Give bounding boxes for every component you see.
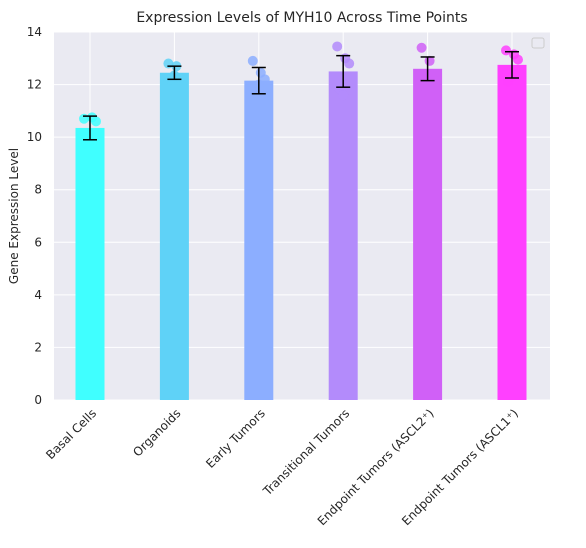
y-tick-label: 14 xyxy=(27,25,42,39)
bars xyxy=(75,64,527,401)
x-tick-labels: Basal Cells Organoids Early TumorsTransiti… xyxy=(43,406,521,528)
data-point xyxy=(416,42,427,53)
data-point xyxy=(501,45,511,56)
y-tick-label: 0 xyxy=(34,393,42,407)
y-tick-label: 8 xyxy=(34,183,42,197)
data-point xyxy=(422,84,433,95)
data-point xyxy=(513,54,523,65)
plot-area xyxy=(54,32,550,400)
y-axis-label: Gene Expression Level xyxy=(7,148,21,284)
bar xyxy=(75,127,105,400)
data-point xyxy=(332,41,343,52)
data-point xyxy=(344,58,355,69)
bar xyxy=(413,68,443,401)
bar xyxy=(244,80,274,400)
y-tick-label: 4 xyxy=(34,288,42,302)
data-point xyxy=(91,116,101,127)
y-tick-label: 12 xyxy=(27,78,42,92)
bar xyxy=(159,72,189,400)
points xyxy=(79,41,523,149)
y-tick-label: 6 xyxy=(34,235,42,249)
legend-box xyxy=(531,37,545,49)
data-point xyxy=(338,90,349,101)
data-point xyxy=(247,55,258,66)
y-tick-labels: 0 2 4 6 8 10 12 14 xyxy=(27,25,42,407)
x-tick-label: Organoids xyxy=(130,406,183,459)
bar xyxy=(497,64,527,400)
data-point xyxy=(249,101,260,112)
bar xyxy=(328,71,358,400)
chart-title: Expression Levels of MYH10 Across Time P… xyxy=(136,10,467,26)
y-tick-label: 2 xyxy=(34,340,42,354)
data-point xyxy=(85,136,95,147)
data-point xyxy=(428,70,439,81)
error-bars xyxy=(83,50,519,141)
x-tick-label: Early Tumors xyxy=(203,406,268,471)
x-tick-label: Basal Cells xyxy=(43,406,99,462)
x-tick-label: Transitional Tumors xyxy=(260,406,353,499)
y-tick-label: 10 xyxy=(27,130,42,144)
